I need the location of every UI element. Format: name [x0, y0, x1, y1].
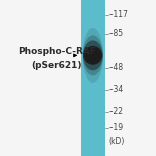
Ellipse shape: [83, 40, 103, 70]
Text: --19: --19: [108, 123, 124, 132]
Bar: [81, 0, 105, 156]
Text: --85: --85: [108, 29, 124, 38]
Text: (kD): (kD): [108, 137, 125, 146]
Text: Phospho-C-RAF: Phospho-C-RAF: [18, 47, 96, 56]
Ellipse shape: [83, 28, 103, 83]
Ellipse shape: [83, 35, 103, 75]
Text: --22: --22: [108, 107, 123, 116]
Text: (pSer621): (pSer621): [32, 61, 82, 70]
Text: --117: --117: [108, 10, 128, 19]
Text: --48: --48: [108, 63, 124, 72]
Text: --34: --34: [108, 85, 124, 94]
Ellipse shape: [83, 46, 102, 65]
